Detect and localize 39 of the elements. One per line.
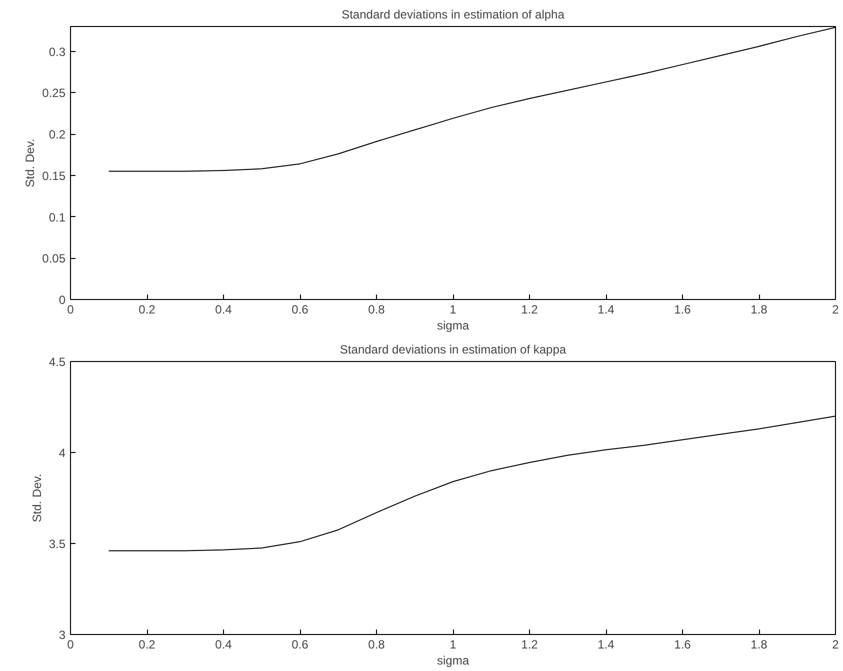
y-tick-label: 0.15 <box>42 168 66 183</box>
x-tick-label: 0.6 <box>292 638 309 652</box>
x-tick-label: 1.4 <box>598 302 615 316</box>
x-tick-label: 0 <box>67 302 74 316</box>
y-tick-label: 3 <box>58 628 66 642</box>
x-axis-title: sigma <box>436 318 470 332</box>
x-tick-label: 1.6 <box>674 302 692 316</box>
x-tick-label: 0 <box>67 638 74 652</box>
x-axis-title: sigma <box>436 654 470 668</box>
y-tick-label: 0 <box>58 293 66 307</box>
y-tick-label: 0.25 <box>42 86 66 100</box>
x-tick-label: 1.2 <box>521 638 538 652</box>
x-tick-label: 1 <box>450 638 457 652</box>
chart-title: Standard deviations in estimation of kappa <box>340 342 566 356</box>
x-tick-label: 1.6 <box>674 638 692 652</box>
y-tick-label: 3.5 <box>48 537 66 551</box>
x-tick-label: 0.6 <box>292 302 309 316</box>
x-tick-label: 1.2 <box>521 302 538 316</box>
x-tick-label: 0.8 <box>368 302 386 316</box>
x-tick-label: 2 <box>832 302 840 316</box>
y-tick-label: 4 <box>58 446 66 460</box>
x-tick-label: 0.2 <box>138 638 156 652</box>
x-tick-label: 0.4 <box>215 638 232 652</box>
x-tick-label: 1.8 <box>750 638 768 652</box>
chart-title: Standard deviations in estimation of alpha <box>342 8 565 22</box>
y-axis-title: Std. Dev. <box>30 474 44 522</box>
x-tick-label: 2 <box>832 638 840 652</box>
x-tick-label: 0.8 <box>368 638 386 652</box>
x-tick-label: 1.8 <box>750 302 768 316</box>
y-axis-title: Std. Dev. <box>23 138 38 188</box>
y-tick-label: 0.2 <box>48 128 66 142</box>
x-tick-label: 1.4 <box>598 638 615 652</box>
y-tick-label: 0.05 <box>42 252 66 266</box>
y-tick-label: 0.1 <box>48 210 66 224</box>
y-tick-label: 0.3 <box>48 44 66 59</box>
y-tick-label: 4.5 <box>48 355 66 369</box>
x-tick-label: 0.4 <box>215 302 232 316</box>
x-tick-label: 1 <box>450 302 457 316</box>
x-tick-label: 0.2 <box>138 302 156 316</box>
